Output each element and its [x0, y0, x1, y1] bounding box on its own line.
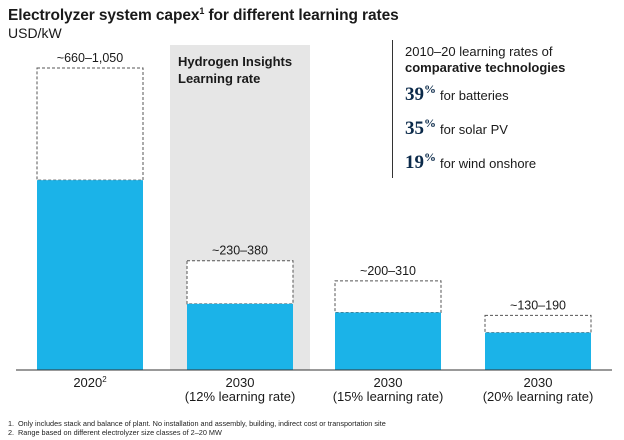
category-tick-label: 20202 — [73, 375, 107, 390]
bar-range-box — [334, 280, 442, 313]
learning-rates-heading-text: 2010–20 learning rates of — [405, 44, 553, 59]
learning-rate-value: 39 — [405, 84, 424, 105]
title-text: Electrolyzer system capex — [8, 7, 200, 25]
learning-rate-label: for solar PV — [440, 122, 508, 137]
learning-rates-panel: 2010–20 learning rates of comparative te… — [392, 40, 624, 178]
footnote-2: 2. Range based on different electrolyzer … — [8, 428, 386, 437]
data-label: ~200–310 — [360, 264, 416, 278]
bar-range-box — [36, 67, 144, 181]
category-tick-label: 2030 — [374, 375, 403, 390]
learning-rate-wind-onshore: 19% for wind onshore — [405, 150, 624, 178]
learning-rate-value: 19 — [405, 152, 424, 173]
percent-sign: % — [424, 116, 436, 130]
chart-title: Electrolyzer system capex1 for different… — [8, 6, 399, 25]
learning-rates-heading: 2010–20 learning rates of comparative te… — [405, 44, 624, 76]
highlight-label: Learning rate — [178, 71, 260, 86]
learning-rate-solar-pv: 35% for solar PV — [405, 116, 624, 144]
highlight-label: Hydrogen Insights — [178, 54, 292, 69]
category-tick-label: 2030 — [226, 375, 255, 390]
category-tick-label: 2030 — [524, 375, 553, 390]
data-label: ~130–190 — [510, 298, 566, 312]
category-tick-label: (20% learning rate) — [483, 389, 594, 404]
footnotes: 1. Only includes stack and balance of pla… — [8, 419, 386, 437]
bar — [335, 312, 441, 370]
learning-rate-label: for batteries — [440, 88, 509, 103]
learning-rate-value: 35 — [405, 118, 424, 139]
bar — [485, 332, 591, 370]
learning-rate-batteries: 39% for batteries — [405, 82, 624, 110]
chart-unit-label: USD/kW — [8, 25, 62, 41]
percent-sign: % — [424, 82, 436, 96]
footnote-number: 1. — [8, 419, 15, 428]
category-tick-label: (12% learning rate) — [185, 389, 296, 404]
bar — [37, 180, 143, 370]
bar — [187, 303, 293, 370]
footnote-text: Range based on different electrolyzer si… — [18, 428, 222, 437]
category-footnote-marker: 2 — [102, 375, 107, 384]
learning-rates-heading-bold: comparative technologies — [405, 60, 566, 75]
learning-rate-label: for wind onshore — [440, 156, 537, 171]
data-label: ~660–1,050 — [57, 51, 123, 65]
category-tick-label: (15% learning rate) — [333, 389, 444, 404]
bar-range-box — [186, 260, 294, 305]
data-label: ~230–380 — [212, 244, 268, 258]
percent-sign: % — [424, 150, 436, 164]
footnote-number: 2. — [8, 428, 15, 437]
title-text-rest: for different learning rates — [204, 7, 399, 25]
bar-range-box — [484, 314, 592, 334]
footnote-1: 1. Only includes stack and balance of pla… — [8, 419, 386, 428]
footnote-text: Only includes stack and balance of plant… — [18, 419, 386, 428]
title-footnote-marker: 1 — [199, 6, 205, 16]
